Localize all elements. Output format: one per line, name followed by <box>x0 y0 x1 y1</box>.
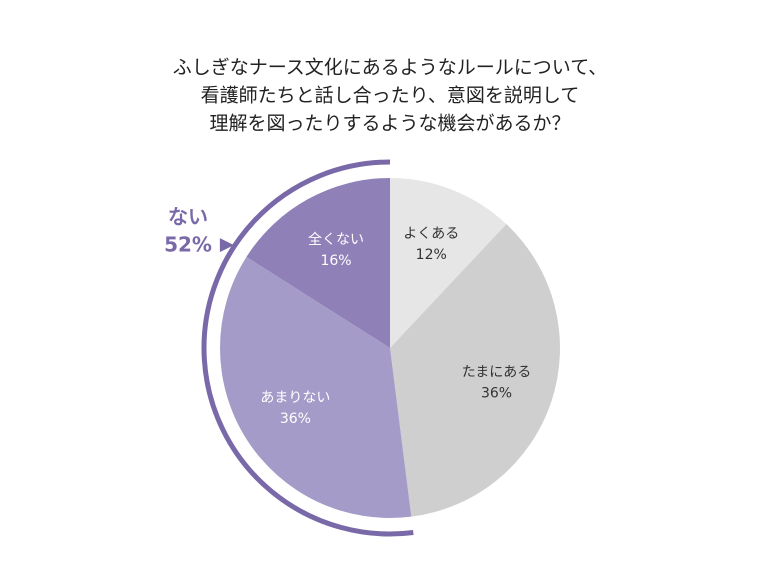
slice-value: 16% <box>320 253 351 269</box>
annotation-arc <box>201 159 414 537</box>
pie-slice <box>390 224 561 517</box>
annotation-arrow <box>219 238 234 253</box>
pie-slice <box>390 178 507 348</box>
slice-value: 36% <box>280 411 311 427</box>
slice-label: 全くない <box>308 231 364 248</box>
pie-slice <box>246 178 390 348</box>
annotation-text: ない <box>168 205 208 229</box>
chart-title: 看護師たちと話し合ったり、意図を説明して <box>201 85 580 107</box>
slice-label: よくある <box>403 226 459 242</box>
pie-slice <box>220 256 412 518</box>
slice-label: あまりない <box>260 390 330 406</box>
annotation-value: 52% <box>164 233 212 257</box>
chart-title: ふしぎなナース文化にあるようなルールについて、 <box>173 57 608 79</box>
slice-value: 36% <box>481 386 512 402</box>
slice-label: たまにある <box>462 365 532 381</box>
slice-value: 12% <box>416 247 447 263</box>
chart-title: 理解を図ったりするような機会があるか？ <box>209 113 570 135</box>
